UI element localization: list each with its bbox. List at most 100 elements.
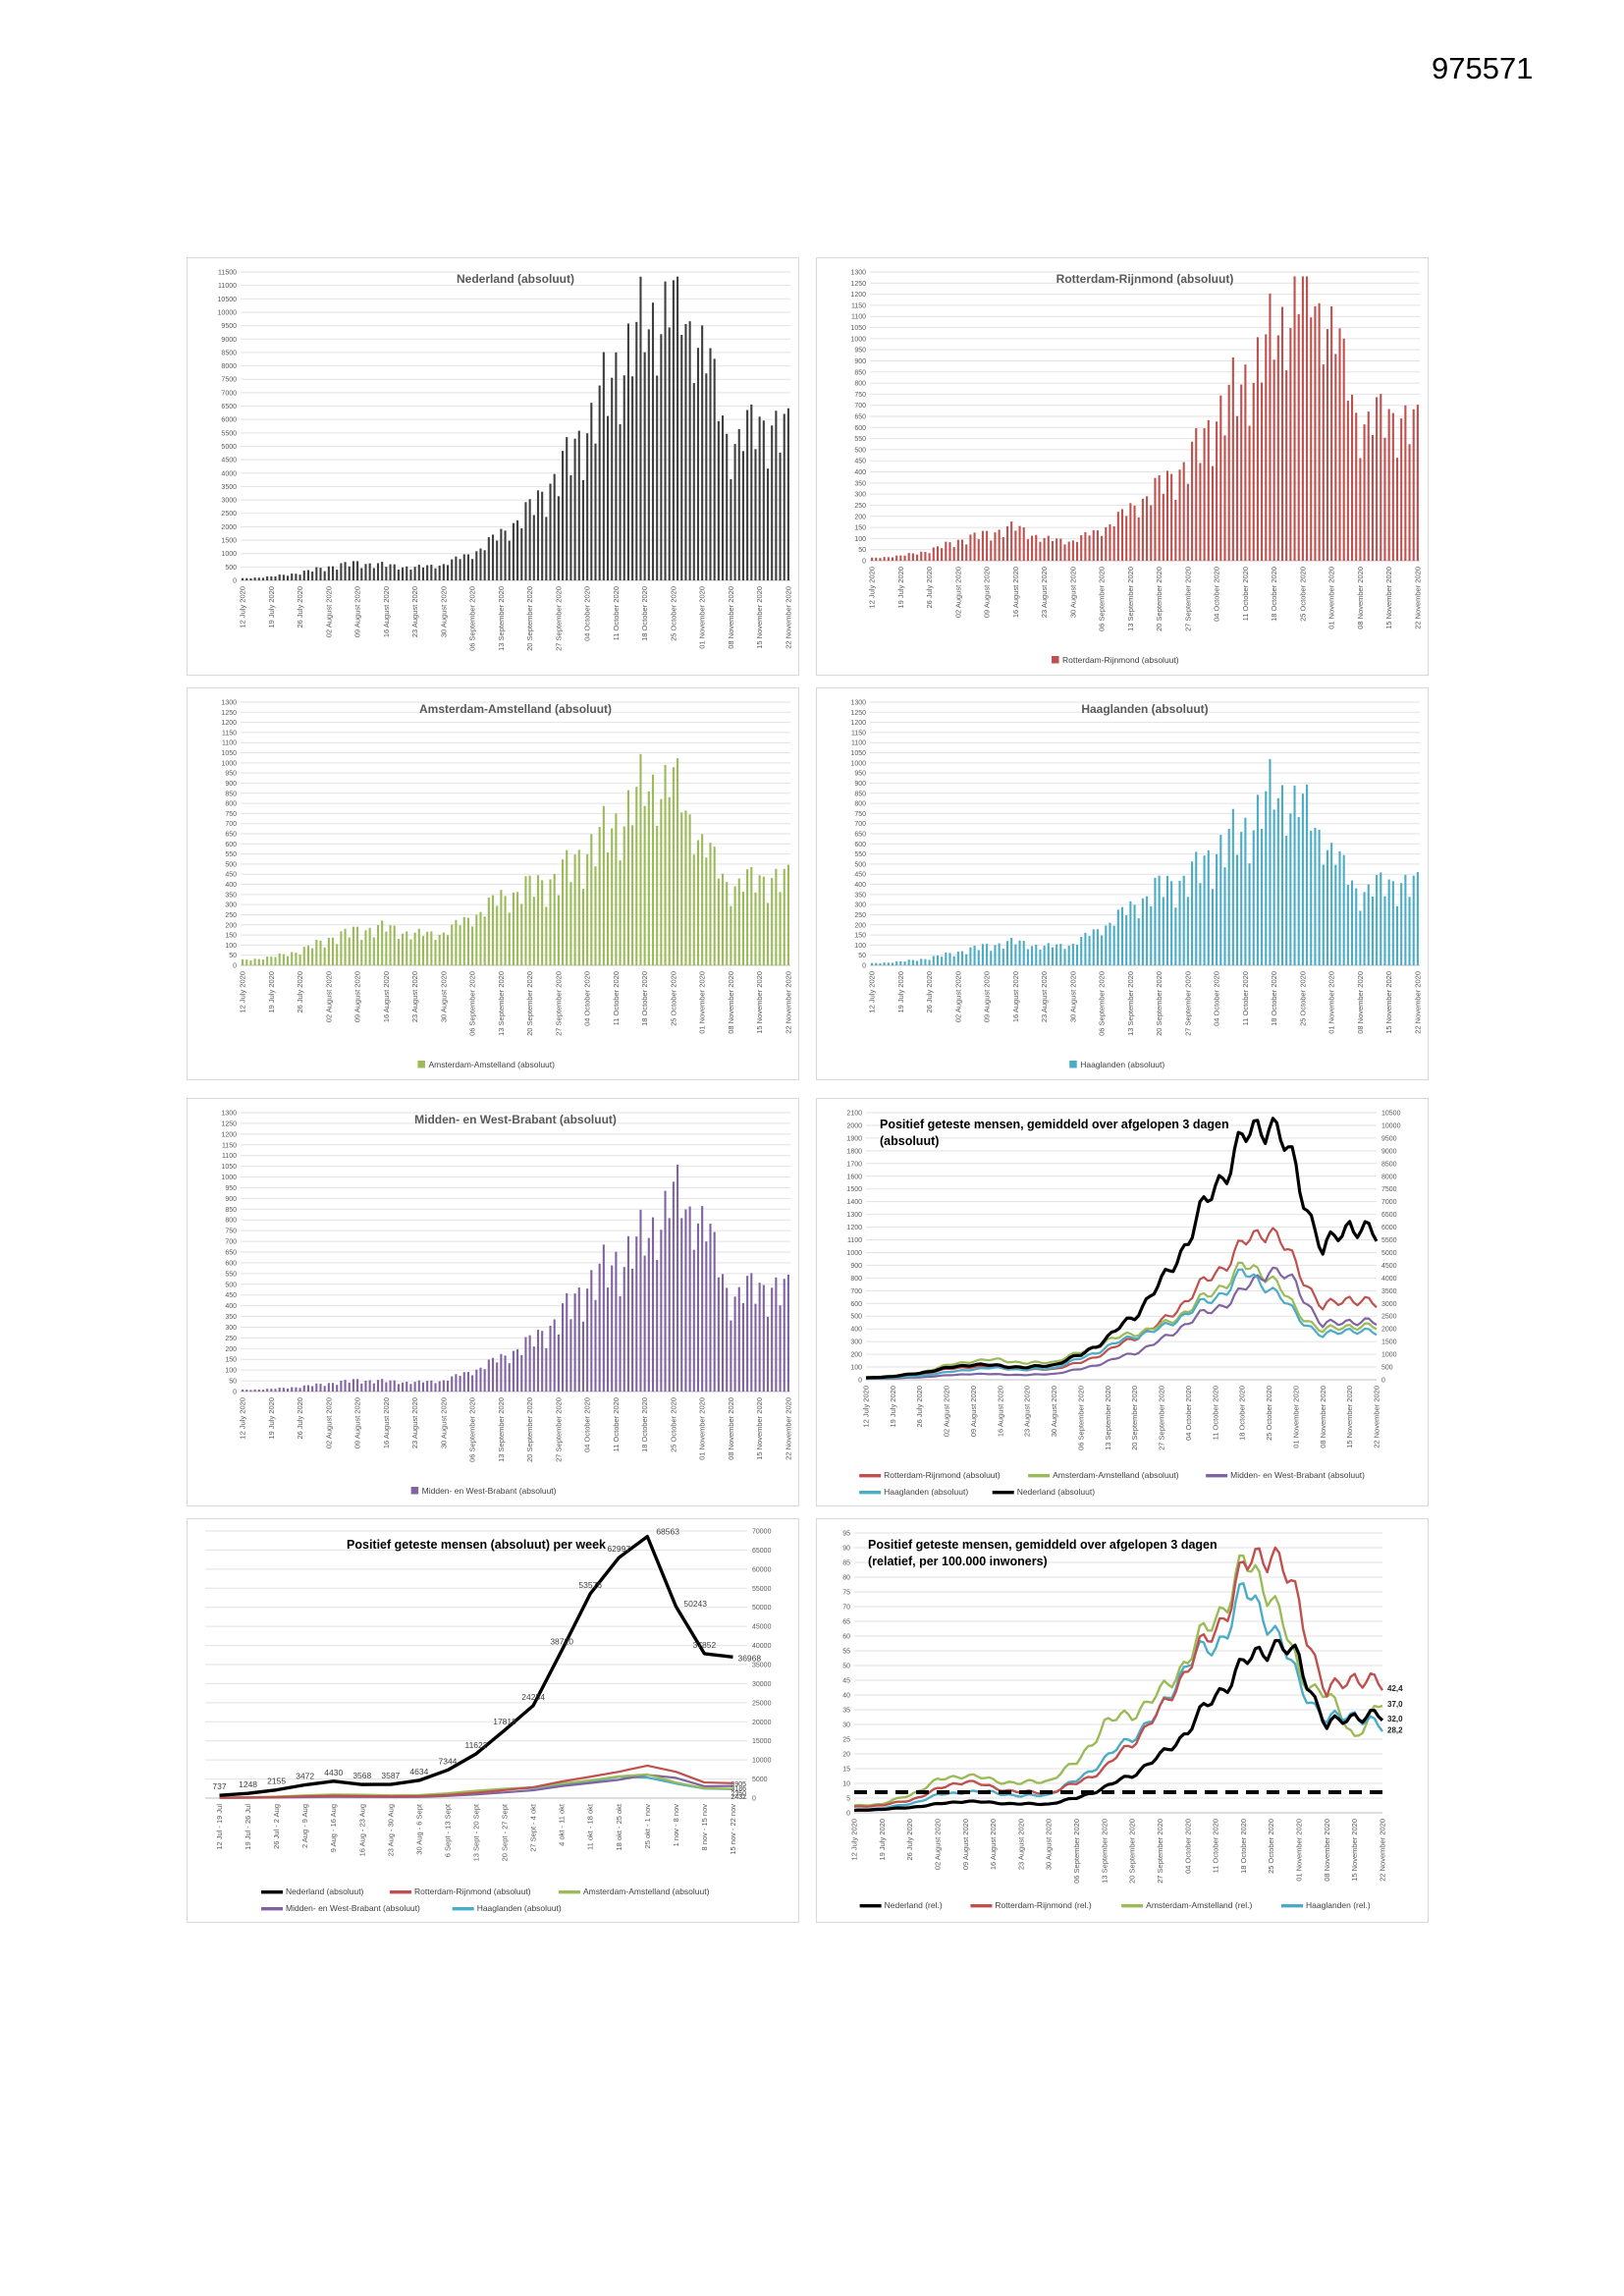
svg-text:800: 800 (850, 1276, 862, 1283)
svg-text:40: 40 (842, 1693, 850, 1700)
svg-text:18 okt - 25 okt: 18 okt - 25 okt (615, 1803, 623, 1850)
svg-text:4634: 4634 (409, 1767, 428, 1777)
svg-text:1400: 1400 (846, 1199, 862, 1206)
svg-text:Amsterdam-Amstelland (absoluut: Amsterdam-Amstelland (absoluut) (1053, 1470, 1179, 1480)
svg-text:800: 800 (854, 381, 866, 388)
svg-text:650: 650 (225, 1250, 237, 1257)
svg-text:300: 300 (225, 1325, 237, 1332)
svg-text:4000: 4000 (1381, 1276, 1397, 1283)
svg-text:23 Aug - 30 Aug: 23 Aug - 30 Aug (386, 1804, 395, 1856)
svg-text:19 July 2020: 19 July 2020 (896, 971, 905, 1013)
svg-text:9000: 9000 (1381, 1148, 1397, 1155)
svg-text:200: 200 (225, 922, 237, 929)
svg-text:Positief geteste mensen (absol: Positief geteste mensen (absoluut) per w… (347, 1538, 606, 1552)
svg-text:Amsterdam-Amstelland (rel.): Amsterdam-Amstelland (rel.) (1146, 1900, 1252, 1910)
svg-text:1000: 1000 (846, 1250, 862, 1257)
svg-text:7000: 7000 (221, 390, 237, 397)
svg-text:22 November 2020: 22 November 2020 (1413, 971, 1422, 1034)
svg-text:700: 700 (854, 821, 866, 828)
svg-text:4500: 4500 (221, 458, 237, 465)
svg-text:18 October 2020: 18 October 2020 (1239, 1819, 1248, 1874)
svg-text:13 Sept - 20 Sept: 13 Sept - 20 Sept (472, 1803, 481, 1861)
svg-text:01 November 2020: 01 November 2020 (698, 1397, 707, 1460)
svg-text:900: 900 (225, 781, 237, 788)
svg-text:04 October 2020: 04 October 2020 (1183, 1819, 1192, 1874)
svg-text:08 November 2020: 08 November 2020 (1356, 567, 1365, 629)
svg-text:550: 550 (225, 1271, 237, 1278)
svg-text:18 October 2020: 18 October 2020 (1238, 1386, 1247, 1441)
svg-text:Rotterdam-Rijnmond (absoluut): Rotterdam-Rijnmond (absoluut) (414, 1886, 531, 1896)
svg-text:02 August 2020: 02 August 2020 (953, 971, 962, 1022)
svg-text:(absoluut): (absoluut) (880, 1134, 939, 1148)
series-rotterdam-rijnmond-absoluut- (219, 1764, 733, 1799)
svg-text:1200: 1200 (221, 1131, 237, 1138)
svg-text:7500: 7500 (221, 377, 237, 384)
svg-text:18 October 2020: 18 October 2020 (1270, 971, 1278, 1026)
svg-text:12 July 2020: 12 July 2020 (862, 1386, 871, 1428)
series-amsterdam-amstelland-absoluut- (865, 1261, 1378, 1379)
svg-text:01 November 2020: 01 November 2020 (1295, 1819, 1304, 1882)
svg-text:15 November 2020: 15 November 2020 (755, 1397, 764, 1460)
svg-text:950: 950 (854, 771, 866, 778)
chart-midden-west-brabant-absoluut: 0 50 100 150 200 250 300 350 400 450 500 550 600 650 7… (187, 1098, 799, 1506)
svg-text:16 August 2020: 16 August 2020 (989, 1819, 998, 1870)
svg-text:10000: 10000 (218, 309, 238, 316)
svg-text:22 November 2020: 22 November 2020 (784, 586, 792, 649)
svg-text:11 October 2020: 11 October 2020 (1241, 971, 1250, 1025)
svg-text:Rotterdam-Rijnmond (absoluut): Rotterdam-Rijnmond (absoluut) (884, 1470, 1001, 1480)
svg-text:600: 600 (225, 842, 237, 848)
svg-text:4430: 4430 (324, 1768, 343, 1777)
svg-text:50243: 50243 (683, 1599, 707, 1609)
svg-text:100: 100 (225, 943, 237, 950)
svg-text:5000: 5000 (221, 444, 237, 451)
svg-text:350: 350 (225, 1314, 237, 1321)
legend-swatch (1121, 1904, 1144, 1908)
svg-text:1100: 1100 (222, 1153, 237, 1160)
svg-text:2155: 2155 (267, 1777, 286, 1786)
svg-text:09 August 2020: 09 August 2020 (353, 971, 362, 1022)
chart-canvas-gemiddeld-3-dagen-absoluut: 0 100 200 300 400 500 600 700 800 900 1000 1100 1200… (846, 1111, 1400, 1498)
svg-text:02 August 2020: 02 August 2020 (324, 586, 333, 637)
svg-text:Amsterdam-Amstelland (absoluut: Amsterdam-Amstelland (absoluut) (583, 1886, 710, 1896)
svg-text:Positief geteste mensen, gemid: Positief geteste mensen, gemiddeld over … (868, 1538, 1218, 1552)
svg-text:42,4: 42,4 (1387, 1684, 1403, 1693)
series-nederland-rel- (853, 1638, 1384, 1813)
svg-text:06 September 2020: 06 September 2020 (468, 586, 477, 651)
svg-text:12 July 2020: 12 July 2020 (239, 1397, 247, 1440)
svg-text:3500: 3500 (1381, 1288, 1397, 1295)
svg-text:700: 700 (225, 821, 237, 828)
svg-text:0: 0 (233, 963, 237, 970)
svg-text:17818: 17818 (493, 1717, 516, 1726)
svg-text:10000: 10000 (752, 1758, 772, 1765)
svg-text:55000: 55000 (752, 1586, 772, 1593)
svg-text:1000: 1000 (221, 760, 237, 767)
svg-text:700: 700 (854, 403, 866, 410)
svg-text:26 July 2020: 26 July 2020 (296, 971, 304, 1013)
svg-text:1200: 1200 (221, 720, 237, 727)
svg-text:2100: 2100 (846, 1111, 862, 1118)
svg-text:5500: 5500 (1381, 1237, 1397, 1244)
svg-text:02 August 2020: 02 August 2020 (324, 1397, 333, 1449)
svg-text:1050: 1050 (850, 750, 866, 757)
chart-canvas-amsterdam-amstelland-absoluut: 0 50 100 150 200 250 300 350 400 450 500 550 600 650 7… (221, 700, 792, 1070)
svg-text:50: 50 (858, 953, 866, 959)
chart-canvas-midden-west-brabant-absoluut: 0 50 100 150 200 250 300 350 400 450 500 550 600 650 7… (221, 1111, 792, 1497)
svg-text:100: 100 (854, 536, 866, 543)
legend-swatch (859, 1904, 882, 1908)
svg-text:09 August 2020: 09 August 2020 (353, 1397, 362, 1449)
svg-text:1900: 1900 (846, 1135, 862, 1142)
svg-text:01 November 2020: 01 November 2020 (698, 971, 707, 1034)
svg-text:2500: 2500 (221, 511, 237, 518)
svg-text:600: 600 (850, 1301, 862, 1308)
svg-text:45: 45 (842, 1678, 850, 1685)
legend-swatch (992, 1491, 1014, 1495)
svg-text:500: 500 (225, 565, 237, 572)
svg-text:3568: 3568 (352, 1771, 371, 1780)
chart-canvas-haaglanden-absoluut: 0 50 100 150 200 250 300 350 400 450 500 550 600 650 7… (850, 700, 1422, 1070)
svg-text:20 September 2020: 20 September 2020 (525, 971, 534, 1036)
svg-text:13 September 2020: 13 September 2020 (1100, 1819, 1109, 1884)
svg-text:04 October 2020: 04 October 2020 (583, 971, 592, 1026)
chart-nederland-absoluut: 0 500 1000 1500 2000 2500 3000 3500 4000 4500 5000… (187, 257, 799, 676)
svg-text:8000: 8000 (221, 363, 237, 370)
